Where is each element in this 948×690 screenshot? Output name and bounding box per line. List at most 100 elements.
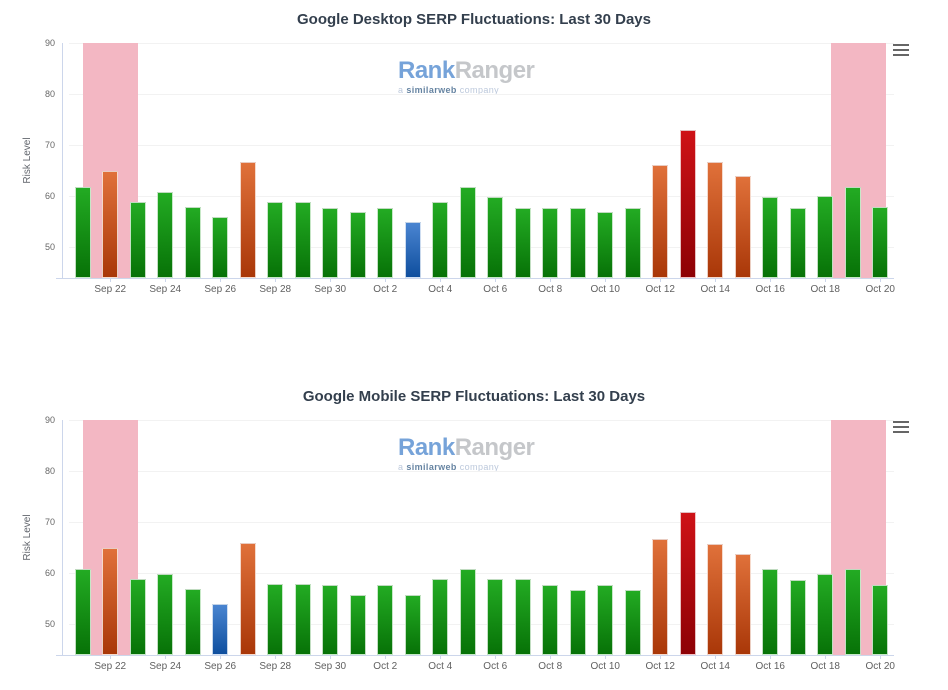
logo-sub-prefix: a	[398, 85, 407, 95]
risk-bar[interactable]	[432, 202, 449, 278]
risk-bar[interactable]	[74, 568, 91, 655]
x-axis-tick-mark	[825, 278, 827, 282]
x-axis-tick-label: Oct 16	[755, 661, 785, 672]
risk-bar[interactable]	[349, 212, 366, 278]
risk-bar[interactable]	[74, 187, 91, 278]
x-axis-tick-mark	[220, 655, 222, 659]
risk-bar[interactable]	[679, 130, 696, 278]
risk-bar[interactable]	[624, 207, 641, 278]
risk-bar[interactable]	[789, 579, 806, 655]
risk-bar[interactable]	[652, 165, 669, 278]
risk-bar[interactable]	[294, 583, 311, 655]
risk-bar[interactable]	[102, 170, 119, 278]
risk-bar[interactable]	[872, 206, 889, 278]
rankranger-logo: RankRanger a similarweb company	[398, 59, 535, 95]
risk-bar[interactable]	[789, 207, 806, 278]
risk-bar[interactable]	[597, 212, 614, 278]
gridline	[69, 573, 894, 575]
risk-bar[interactable]	[432, 579, 449, 655]
risk-bar[interactable]	[679, 511, 696, 655]
risk-bar[interactable]	[542, 207, 559, 278]
rankranger-logo-text: RankRanger	[398, 59, 535, 83]
risk-bar[interactable]	[322, 207, 339, 278]
x-axis-tick-label: Oct 2	[373, 284, 398, 295]
x-axis-tick-label: Oct 4	[428, 661, 453, 672]
risk-bar[interactable]	[184, 589, 201, 655]
risk-bar[interactable]	[817, 574, 834, 655]
risk-bar[interactable]	[157, 191, 174, 278]
risk-bar[interactable]	[377, 207, 394, 278]
risk-bar[interactable]	[569, 590, 586, 655]
risk-bar[interactable]	[212, 603, 229, 655]
gridline	[69, 624, 894, 626]
logo-rank-text: Rank	[398, 434, 455, 461]
x-axis-tick-label: Sep 22	[94, 284, 127, 295]
risk-bar[interactable]	[707, 161, 724, 278]
hamburger-menu-icon[interactable]	[893, 44, 909, 56]
x-axis-tick-mark	[495, 278, 497, 282]
x-axis-tick-label: Oct 8	[538, 284, 563, 295]
risk-bar[interactable]	[294, 201, 311, 278]
x-axis-tick-mark	[385, 278, 387, 282]
risk-bar[interactable]	[239, 161, 256, 278]
x-axis-tick-label: Oct 6	[483, 661, 508, 672]
risk-bar[interactable]	[844, 569, 861, 655]
risk-bar[interactable]	[844, 186, 861, 278]
x-axis-tick-mark	[165, 655, 167, 659]
risk-bar[interactable]	[212, 216, 229, 278]
plot-area	[56, 43, 894, 279]
y-axis-tick-label: 80	[44, 466, 55, 477]
risk-bar[interactable]	[707, 543, 724, 655]
risk-bar[interactable]	[514, 207, 531, 278]
gridline	[69, 43, 894, 44]
risk-bar[interactable]	[404, 221, 421, 278]
logo-subtitle: a similarweb company	[398, 463, 534, 472]
risk-bar[interactable]	[487, 578, 504, 655]
risk-bar[interactable]	[872, 585, 889, 655]
risk-bar[interactable]	[267, 583, 284, 655]
risk-bar[interactable]	[377, 584, 394, 655]
risk-bar[interactable]	[817, 195, 834, 278]
risk-bar[interactable]	[129, 201, 146, 278]
risk-bar[interactable]	[542, 585, 559, 655]
x-axis-tick-label: Oct 20	[865, 661, 895, 672]
x-axis-tick-label: Oct 18	[810, 284, 840, 295]
risk-bar[interactable]	[734, 175, 751, 278]
risk-bar[interactable]	[569, 207, 586, 278]
risk-bar[interactable]	[734, 553, 751, 655]
hamburger-line	[893, 44, 909, 46]
risk-bar[interactable]	[514, 578, 531, 655]
risk-bar[interactable]	[459, 186, 476, 278]
hamburger-line	[893, 49, 909, 51]
risk-bar[interactable]	[157, 573, 174, 655]
risk-bar[interactable]	[322, 584, 339, 655]
x-axis-tick-mark	[275, 278, 277, 282]
risk-bar[interactable]	[239, 543, 256, 655]
risk-bar[interactable]	[102, 547, 119, 655]
risk-bar[interactable]	[184, 206, 201, 278]
hamburger-menu-icon[interactable]	[893, 421, 909, 433]
x-axis-tick-label: Sep 22	[94, 661, 127, 672]
risk-bar[interactable]	[597, 584, 614, 655]
chart-title: Google Mobile SERP Fluctuations: Last 30…	[302, 388, 646, 405]
risk-bar[interactable]	[652, 539, 669, 655]
x-axis-tick-label: Sep 24	[149, 661, 182, 672]
risk-bar[interactable]	[267, 201, 284, 278]
risk-bar[interactable]	[762, 569, 779, 655]
risk-bar[interactable]	[129, 579, 146, 655]
risk-bar[interactable]	[349, 594, 366, 655]
x-axis-tick-mark	[495, 655, 497, 659]
x-axis-tick-mark	[880, 278, 882, 282]
x-axis-tick-mark	[825, 655, 827, 659]
risk-bar[interactable]	[624, 590, 641, 655]
risk-bar[interactable]	[404, 594, 421, 655]
x-axis-tick-mark	[330, 655, 332, 659]
x-axis-tick-mark	[110, 655, 112, 659]
x-axis-tick-mark	[550, 655, 552, 659]
x-axis-tick-label: Oct 16	[755, 284, 785, 295]
x-axis-tick-label: Sep 26	[204, 661, 237, 672]
risk-bar[interactable]	[487, 196, 504, 278]
risk-bar[interactable]	[459, 568, 476, 655]
risk-bar[interactable]	[762, 196, 779, 278]
gridline	[69, 471, 894, 473]
